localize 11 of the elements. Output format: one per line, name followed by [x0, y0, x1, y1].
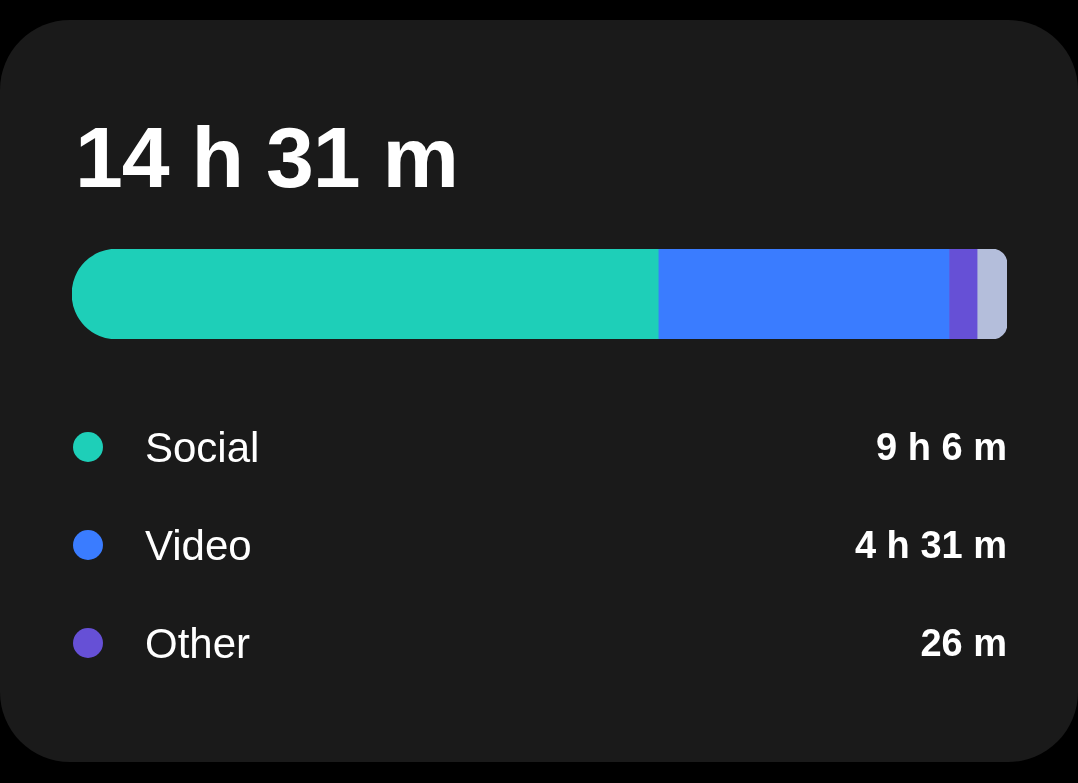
bar — [72, 249, 659, 339]
chart-title: 14 h 31 m — [75, 108, 458, 207]
bar — [657, 249, 950, 339]
legend-label: Video — [145, 522, 252, 570]
legend-label: Social — [145, 424, 260, 472]
text: 4 h 31 m — [854, 524, 1007, 567]
text: 26 m — [920, 622, 1007, 665]
bar — [948, 249, 978, 339]
text: 9 h 6 m — [876, 426, 1007, 469]
legend-label: Other — [145, 620, 251, 668]
bar — [976, 249, 1007, 339]
